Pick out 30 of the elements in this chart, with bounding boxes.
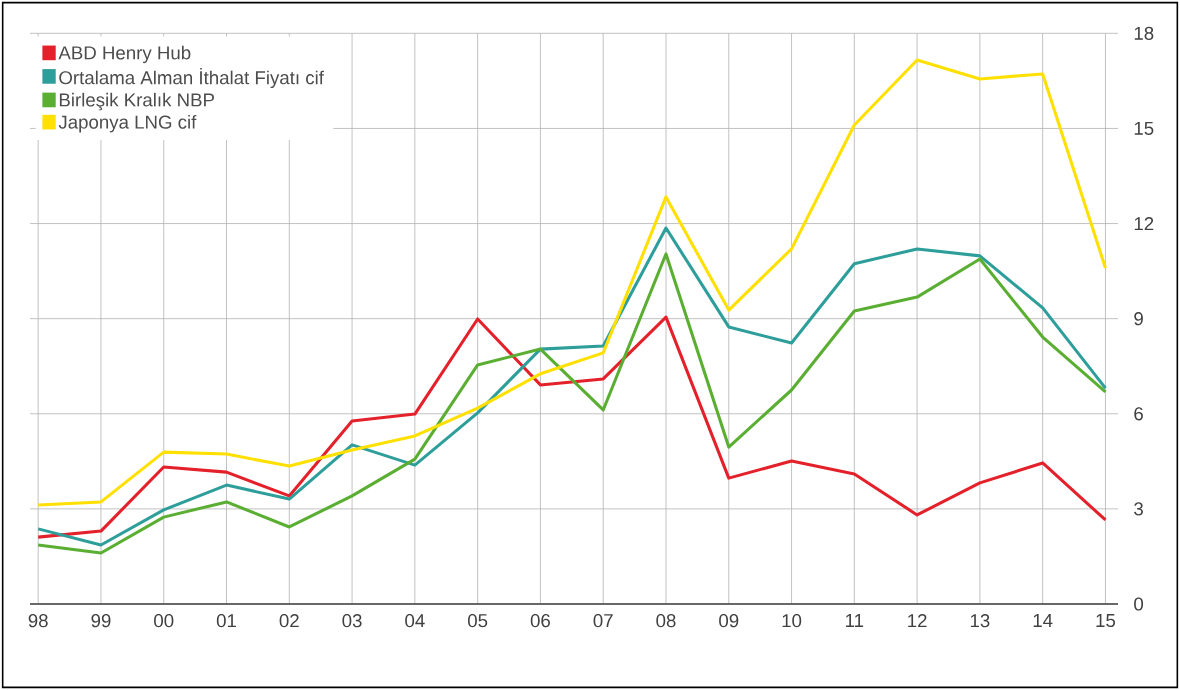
- x-tick-label: 98: [28, 614, 48, 628]
- x-tick-label: 12: [908, 614, 927, 628]
- x-tick-label: 11: [846, 614, 864, 627]
- legend-label: Ortalama Alman İthalat Fiyatı cif: [59, 67, 324, 89]
- y-tick-label: 15: [1134, 121, 1154, 135]
- line-series: [36, 315, 1107, 539]
- legend-label: Japonya LNG cif: [58, 115, 197, 133]
- x-tick-label: 14: [1033, 614, 1053, 627]
- x-tick-label: 02: [279, 614, 299, 628]
- y-tick-label: 12: [1134, 217, 1154, 231]
- x-tick-label: 09: [719, 614, 739, 628]
- x-tick-label: 01: [216, 614, 236, 628]
- y-tick-label: 0: [1134, 597, 1144, 611]
- x-tick-label: 08: [656, 614, 676, 628]
- y-tick-label: 18: [1134, 26, 1154, 40]
- x-tick-label: 13: [970, 614, 990, 628]
- x-tick-label: 07: [593, 614, 613, 628]
- x-tick-label: 15: [1096, 614, 1116, 628]
- x-tick-label: 04: [405, 614, 425, 628]
- legend-label: Birleşik Kralık NBP: [59, 92, 215, 111]
- y-tick-label: 3: [1134, 502, 1143, 516]
- y-tick-label: 9: [1134, 312, 1143, 326]
- x-tick-label: 05: [467, 614, 488, 628]
- x-tick-label: 00: [154, 614, 174, 628]
- x-tick-label: 99: [91, 614, 111, 628]
- y-tick-label: 6: [1134, 407, 1143, 421]
- x-tick-label: 03: [342, 614, 362, 628]
- legend-label: ABD Henry Hub: [58, 45, 191, 64]
- x-tick-label: 06: [530, 614, 550, 628]
- x-tick-label: 10: [782, 614, 802, 628]
